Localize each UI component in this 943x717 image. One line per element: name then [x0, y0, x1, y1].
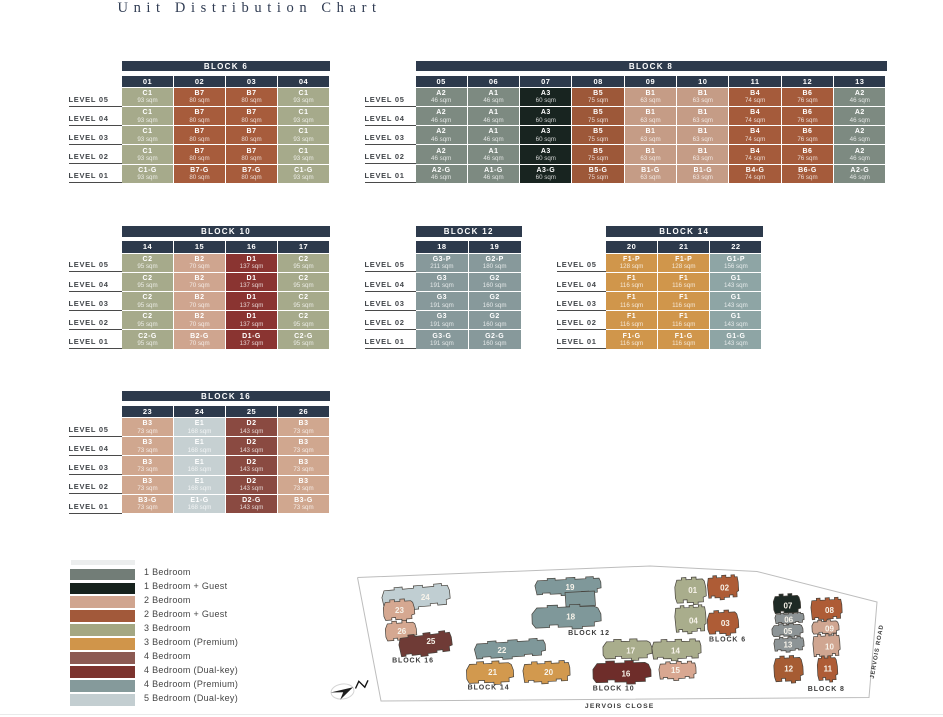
svg-text:BLOCK 14: BLOCK 14: [468, 684, 510, 691]
svg-text:BLOCK 10: BLOCK 10: [593, 686, 635, 693]
svg-text:19: 19: [566, 583, 575, 592]
svg-text:02: 02: [720, 583, 729, 592]
svg-text:22: 22: [497, 646, 506, 655]
svg-text:BLOCK 6: BLOCK 6: [709, 637, 746, 644]
svg-text:21: 21: [488, 668, 497, 677]
svg-text:04: 04: [689, 617, 698, 626]
svg-text:07: 07: [783, 602, 792, 611]
svg-text:05: 05: [783, 627, 792, 636]
svg-text:25: 25: [426, 637, 435, 646]
svg-text:03: 03: [721, 619, 730, 628]
svg-text:24: 24: [421, 593, 430, 602]
svg-text:11: 11: [824, 665, 833, 674]
svg-text:16: 16: [621, 669, 630, 678]
svg-text:13: 13: [783, 641, 792, 650]
svg-text:JERVOIS CLOSE: JERVOIS CLOSE: [585, 703, 655, 710]
svg-text:JERVOIS ROAD: JERVOIS ROAD: [870, 624, 885, 679]
svg-text:14: 14: [671, 647, 680, 656]
svg-text:09: 09: [825, 624, 834, 633]
svg-text:06: 06: [784, 616, 793, 625]
svg-text:BLOCK 16: BLOCK 16: [392, 658, 434, 665]
svg-text:BLOCK 12: BLOCK 12: [568, 630, 610, 637]
svg-text:12: 12: [784, 665, 793, 674]
svg-text:20: 20: [544, 668, 553, 677]
svg-text:26: 26: [397, 627, 406, 636]
svg-text:08: 08: [825, 606, 834, 615]
svg-text:15: 15: [671, 666, 680, 675]
svg-text:BLOCK 8: BLOCK 8: [808, 686, 845, 693]
svg-text:01: 01: [688, 586, 697, 595]
svg-text:17: 17: [626, 647, 635, 656]
svg-text:18: 18: [566, 612, 575, 621]
svg-text:10: 10: [825, 643, 834, 652]
svg-text:23: 23: [395, 606, 404, 615]
